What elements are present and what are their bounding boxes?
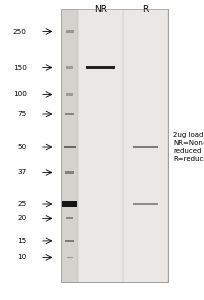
Bar <box>65 240 74 242</box>
Bar <box>122 9 167 282</box>
Bar <box>132 203 157 205</box>
Bar <box>65 113 74 115</box>
Text: 50: 50 <box>17 144 27 150</box>
Bar <box>66 217 73 219</box>
Text: 37: 37 <box>17 169 27 175</box>
Text: 15: 15 <box>17 238 27 244</box>
Text: 250: 250 <box>13 28 27 34</box>
Text: 75: 75 <box>17 111 27 117</box>
Bar <box>66 66 73 68</box>
Text: 25: 25 <box>17 201 27 207</box>
Bar <box>78 9 122 282</box>
Bar <box>65 172 74 173</box>
Bar <box>61 9 78 282</box>
Bar <box>62 201 77 207</box>
Bar <box>85 66 114 69</box>
Text: 100: 100 <box>13 92 27 98</box>
Text: 10: 10 <box>17 254 27 260</box>
Text: 2ug loading
NR=Non-
reduced
R=reduced: 2ug loading NR=Non- reduced R=reduced <box>172 132 204 162</box>
Text: NR: NR <box>93 4 106 14</box>
Text: R: R <box>142 4 148 14</box>
Bar <box>61 9 167 282</box>
Text: 150: 150 <box>13 64 27 70</box>
Bar <box>65 30 73 32</box>
Bar <box>132 146 157 148</box>
Bar <box>67 256 72 258</box>
Bar <box>66 93 73 95</box>
Bar <box>61 9 167 282</box>
Bar <box>63 146 75 148</box>
Text: 20: 20 <box>17 215 27 221</box>
